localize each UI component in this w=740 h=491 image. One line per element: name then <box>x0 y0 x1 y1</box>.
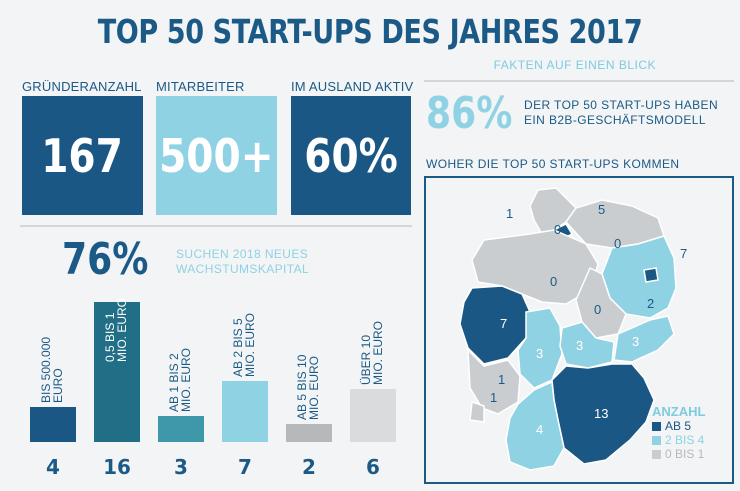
page-subtitle: FAKTEN AUF EINEN BLICK <box>493 58 656 72</box>
map-region-saarland <box>469 400 485 423</box>
map-count-label: 0 <box>614 236 621 251</box>
bar-category-line: MIO. EURO <box>115 297 129 362</box>
bar <box>158 416 204 442</box>
b2b-line-2: EIN B2B-GESCHÄFTSMODELL <box>524 113 706 127</box>
bar-value-label: 16 <box>103 455 131 479</box>
bar <box>350 389 396 442</box>
map-region-saxony <box>613 315 675 363</box>
bar <box>286 424 332 442</box>
map-region-baden-wuerttemberg <box>505 380 565 471</box>
legend-swatch <box>652 449 661 459</box>
legend-label: 0 BIS 1 <box>665 447 705 461</box>
divider-top <box>424 80 734 82</box>
map-count-label: 3 <box>536 346 543 361</box>
stat-box-employees: 500+ <box>156 96 277 215</box>
divider-left <box>20 225 412 227</box>
bar-value-label: 2 <box>302 455 316 479</box>
funding-line-2: WACHSTUMSKAPITAL <box>176 262 310 276</box>
map-heading: WOHER DIE TOP 50 START-UPS KOMMEN <box>426 157 680 171</box>
legend-label: AB 5 <box>665 419 692 433</box>
map-legend: ANZAHL AB 5 2 BIS 4 0 BIS 1 <box>652 404 705 461</box>
bar-category-line: MIO. EURO <box>243 312 257 377</box>
map-count-label: 4 <box>536 422 543 437</box>
stat-label-founders: GRÜNDERANZAHL <box>22 79 142 94</box>
bar-category-label: BIS 500.000 EURO <box>39 337 65 403</box>
map-frame: 1 5 0 0 7 0 2 0 7 3 3 3 1 1 13 4 ANZAHL … <box>424 176 734 484</box>
stat-value-employees: 500+ <box>159 128 274 183</box>
bar-category-label: AB 5 BIS 10 MIO. EURO <box>295 355 321 420</box>
funding-line-1: SUCHEN 2018 NEUES <box>176 247 309 261</box>
bar-category-line: MIO. EURO <box>179 347 193 412</box>
b2b-line-1: DER TOP 50 START-UPS HABEN <box>524 98 719 112</box>
legend-swatch <box>652 421 661 431</box>
map-region-thuringia <box>559 321 615 369</box>
legend-label: 2 BIS 4 <box>665 433 705 447</box>
bar <box>94 302 140 442</box>
map-count-label: 5 <box>598 202 605 217</box>
stat-value-abroad: 60% <box>304 128 398 183</box>
bar-category-label: AB 1 BIS 2 MIO. EURO <box>167 347 193 412</box>
bar-value-label: 7 <box>238 455 252 479</box>
map-region-rhineland-palatinate <box>467 348 521 415</box>
map-region-hesse <box>517 307 563 389</box>
bar-category-line: MIO. EURO <box>371 320 385 385</box>
funding-text: SUCHEN 2018 NEUES WACHSTUMSKAPITAL <box>176 247 309 277</box>
stat-label-abroad: IM AUSLAND AKTIV <box>291 79 414 94</box>
bar-value-label: 4 <box>46 455 60 479</box>
legend-swatch <box>652 435 661 445</box>
legend-item: 2 BIS 4 <box>652 433 705 447</box>
map-count-label: 2 <box>647 296 654 311</box>
map-count-label: 3 <box>576 338 583 353</box>
map-region-berlin <box>643 267 659 283</box>
stat-box-founders: 167 <box>22 96 143 215</box>
funding-percent: 76% <box>62 234 149 285</box>
map-region-nrw <box>459 285 531 365</box>
bar-category-label: ÜBER 10 MIO. EURO <box>359 320 385 385</box>
stat-box-abroad: 60% <box>291 96 411 215</box>
bar-category-label: 0,5 BIS 1 MIO. EURO <box>103 297 129 362</box>
bar-category-line: EURO <box>51 368 65 403</box>
germany-map: 1 5 0 0 7 0 2 0 7 3 3 3 1 1 13 4 <box>459 187 687 471</box>
map-count-label: 1 <box>490 390 497 405</box>
funding-bar-chart: BIS 500.000 EURO 4 0,5 BIS 1 MIO. EURO 16 AB 1… <box>30 297 396 479</box>
map-count-label: 1 <box>506 206 513 221</box>
legend-item: 0 BIS 1 <box>652 447 705 461</box>
map-count-label: 0 <box>550 274 557 289</box>
map-count-label: 7 <box>680 246 687 261</box>
bar-value-label: 6 <box>366 455 380 479</box>
stat-label-employees: MITARBEITER <box>156 79 245 94</box>
bar-category-label: AB 2 BIS 5 MIO. EURO <box>231 312 257 377</box>
stat-value-founders: 167 <box>41 128 124 183</box>
bar <box>30 407 76 442</box>
map-region-lower-saxony <box>471 229 599 305</box>
map-count-label: 3 <box>632 334 639 349</box>
map-count-label: 7 <box>500 316 507 331</box>
bar-category-line: MIO. EURO <box>307 355 321 420</box>
map-count-label: 1 <box>498 372 505 387</box>
legend-item: AB 5 <box>652 419 705 433</box>
b2b-text: DER TOP 50 START-UPS HABEN EIN B2B-GESCH… <box>524 98 718 128</box>
map-count-label: 0 <box>554 222 561 237</box>
map-count-label: 13 <box>594 406 608 421</box>
page-title: TOP 50 START-UPS DES JAHRES 2017 <box>97 12 643 51</box>
map-count-label: 0 <box>594 302 601 317</box>
b2b-percent: 86% <box>426 88 513 139</box>
legend-title: ANZAHL <box>652 404 706 419</box>
bar-value-label: 3 <box>174 455 188 479</box>
bar <box>222 381 268 442</box>
map-region-schleswig-holstein <box>529 187 577 235</box>
